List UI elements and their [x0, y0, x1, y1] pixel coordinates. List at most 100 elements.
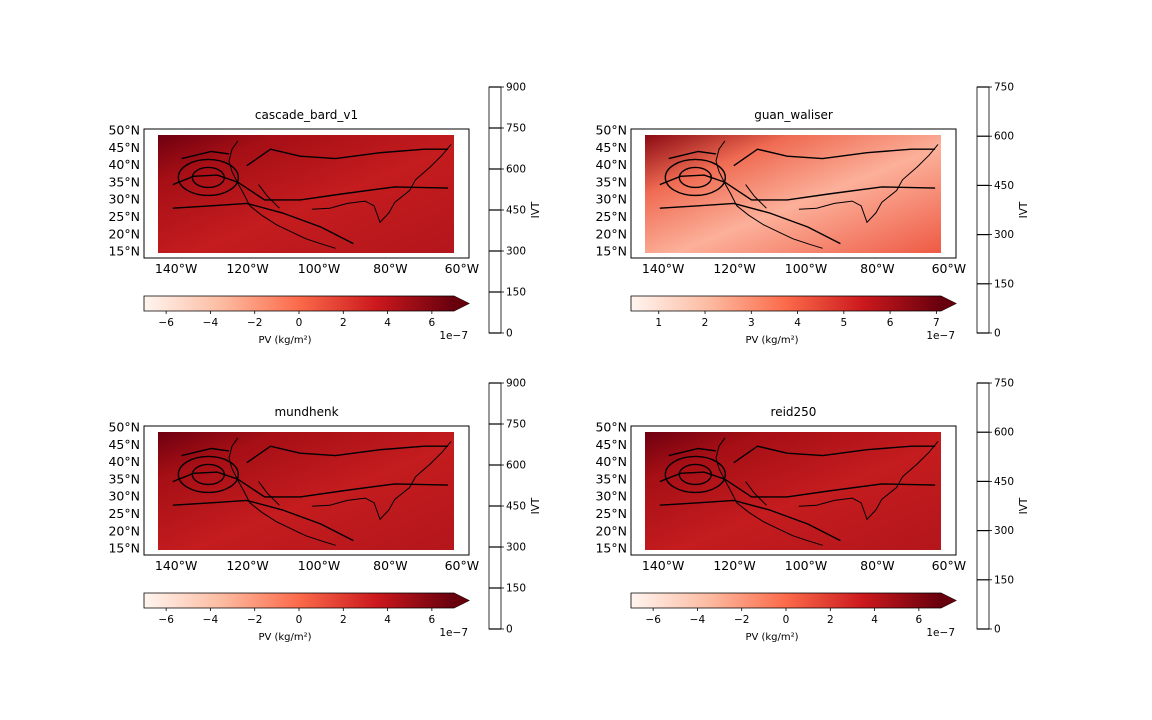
lat-tick-label: 15°N — [108, 244, 140, 259]
ivt-contour — [181, 150, 230, 160]
lat-tick-label: 30°N — [595, 489, 627, 504]
ivt-contour — [191, 463, 226, 486]
ivt-contour — [668, 150, 717, 160]
panel-3: mundhenk 140°W 120°W 100°W 80°W 60°W 50°N 45°N 4… — [108, 378, 542, 644]
pv-colorbar-tick-label: 4 — [384, 614, 391, 626]
ivt-colorbar-tick-label: 150 — [506, 287, 526, 299]
ivt-colorbar-tick-label: 750 — [506, 123, 526, 135]
pv-colorbar-tick-label: 2 — [827, 614, 834, 626]
pv-colorbar-label: PV (kg/m²) — [745, 335, 798, 346]
ivt-contour — [181, 447, 230, 457]
pv-colorbar-tick-label: −6 — [158, 614, 174, 626]
coastline — [745, 184, 767, 209]
coastline — [311, 441, 452, 521]
ivt-contour — [177, 455, 240, 494]
ivt-contour — [172, 174, 449, 201]
pv-colorbar — [144, 593, 454, 608]
ivt-contour — [246, 445, 449, 464]
pv-field — [645, 135, 941, 253]
lat-tick-label: 15°N — [595, 541, 627, 556]
pv-colorbar-label: PV (kg/m²) — [745, 632, 798, 643]
pv-colorbar-tick-label: −2 — [247, 614, 262, 626]
pv-colorbar-extend-arrow — [454, 296, 469, 311]
lon-tick-label: 100°W — [785, 261, 827, 276]
lon-tick-label: 60°W — [445, 558, 480, 573]
coastline — [715, 140, 823, 249]
lat-tick-label: 15°N — [595, 244, 627, 259]
ivt-contour — [659, 202, 841, 245]
ivt-colorbar-tick-label: 750 — [506, 419, 526, 431]
lat-tick-label: 50°N — [595, 420, 627, 435]
lon-tick-label: 140°W — [155, 558, 197, 573]
pv-field — [158, 135, 454, 253]
ivt-contour — [733, 148, 936, 167]
ivt-colorbar-tick-label: 600 — [994, 131, 1014, 143]
panel-title: cascade_bard_v1 — [255, 108, 358, 122]
coastline — [258, 184, 280, 209]
pv-colorbar-tick-label: 5 — [840, 317, 847, 329]
ivt-colorbar-tick-label: 0 — [506, 328, 513, 340]
pv-colorbar-tick-label: 0 — [296, 317, 303, 329]
ivt-colorbar-tick-label: 150 — [994, 278, 1014, 290]
pv-colorbar-tick-label: 4 — [794, 317, 801, 329]
ivt-colorbar-tick-label: 600 — [506, 164, 526, 176]
ivt-contour — [191, 166, 226, 189]
ivt-colorbar-tick-label: 900 — [506, 378, 526, 390]
pv-colorbar-label: PV (kg/m²) — [258, 632, 311, 643]
lat-tick-label: 50°N — [108, 123, 140, 138]
ivt-colorbar-tick-label: 150 — [994, 574, 1014, 586]
ivt-contour — [246, 148, 449, 167]
lat-tick-label: 25°N — [108, 506, 140, 521]
pv-colorbar-tick-label: 4 — [871, 614, 878, 626]
pv-field — [158, 432, 454, 550]
pv-colorbar-tick-label: 2 — [702, 317, 709, 329]
ivt-contour — [678, 166, 713, 189]
lat-tick-label: 30°N — [108, 489, 140, 504]
lat-tick-label: 30°N — [595, 192, 627, 207]
ivt-colorbar-tick-label: 750 — [994, 378, 1014, 390]
pv-colorbar-tick-label: 4 — [384, 317, 391, 329]
ivt-colorbar-tick-label: 300 — [994, 525, 1014, 537]
pv-colorbar-tick-label: 6 — [429, 614, 436, 626]
lat-tick-label: 45°N — [108, 140, 140, 155]
pv-colorbar-tick-label: 6 — [429, 317, 436, 329]
lat-tick-label: 20°N — [108, 226, 140, 241]
pv-colorbar-extend-arrow — [941, 296, 956, 311]
ivt-colorbar — [976, 382, 990, 630]
panel-title: guan_waliser — [754, 108, 833, 122]
lon-tick-label: 60°W — [445, 261, 480, 276]
lon-tick-label: 140°W — [642, 261, 684, 276]
lon-tick-label: 100°W — [298, 261, 340, 276]
pv-colorbar-tick-label: 0 — [296, 614, 303, 626]
pv-colorbar-tick-label: 1 — [655, 317, 662, 329]
ivt-contour — [664, 158, 727, 197]
lat-tick-label: 35°N — [595, 174, 627, 189]
pv-colorbar-tick-label: 6 — [887, 317, 894, 329]
ivt-contour — [172, 471, 449, 498]
lon-tick-label: 140°W — [642, 558, 684, 573]
lat-tick-label: 40°N — [595, 454, 627, 469]
coastline — [798, 144, 939, 224]
ivt-colorbar-tick-label: 900 — [506, 82, 526, 94]
coastline — [798, 441, 939, 521]
coastline — [715, 437, 823, 546]
lat-tick-label: 35°N — [108, 174, 140, 189]
pv-colorbar-extend-arrow — [941, 593, 956, 608]
pv-colorbar-tick-label: −2 — [734, 614, 749, 626]
lat-tick-label: 35°N — [595, 471, 627, 486]
lat-tick-label: 25°N — [595, 209, 627, 224]
ivt-colorbar-tick-label: 300 — [506, 542, 526, 554]
ivt-colorbar-tick-label: 450 — [506, 501, 526, 513]
ivt-colorbar-label: IVT — [530, 201, 542, 218]
lat-tick-label: 40°N — [108, 454, 140, 469]
ivt-contour — [172, 499, 354, 542]
lat-tick-label: 40°N — [108, 157, 140, 172]
pv-colorbar-label: PV (kg/m²) — [258, 335, 311, 346]
panel-2: guan_waliser 140°W 120°W 100°W 80°W 60°W 50°N 4… — [595, 82, 1030, 347]
pv-colorbar-offset: 1e−7 — [439, 627, 468, 639]
ivt-colorbar-tick-label: 0 — [994, 624, 1001, 636]
ivt-colorbar-tick-label: 0 — [506, 624, 513, 636]
ivt-colorbar-tick-label: 600 — [506, 460, 526, 472]
pv-colorbar-tick-label: 7 — [933, 317, 940, 329]
